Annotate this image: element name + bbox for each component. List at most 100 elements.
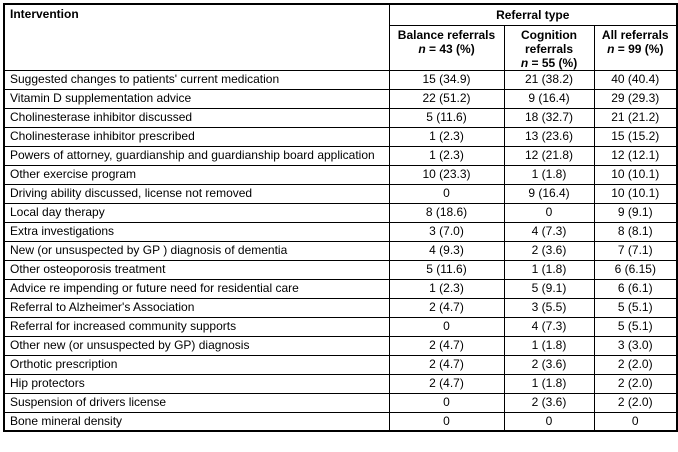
table-row: Other new (or unsuspected by GP) diagnos… [3, 335, 678, 356]
table-row: Local day therapy 8 (18.6) 0 9 (9.1) [3, 202, 678, 223]
all-referrals-cell: 3 (3.0) [593, 335, 678, 356]
all-referrals-cell: 2 (2.0) [593, 354, 678, 375]
balance-referrals-cell: 4 (9.3) [388, 240, 505, 261]
interventions-by-referral-type-table: Intervention Referral type Balance refer… [3, 3, 678, 432]
n-symbol: n [520, 55, 529, 70]
balance-referrals-cell: 10 (23.3) [388, 164, 505, 185]
intervention-cell: Suggested changes to patients' current m… [3, 69, 390, 90]
all-referrals-cell: 5 (5.1) [593, 316, 678, 337]
intervention-cell: New (or unsuspected by GP ) diagnosis of… [3, 240, 390, 261]
intervention-cell: Hip protectors [3, 373, 390, 394]
cognition-referrals-cell: 9 (16.4) [503, 183, 595, 204]
all-referrals-cell: 15 (15.2) [593, 126, 678, 147]
cognition-referrals-cell: 3 (5.5) [503, 297, 595, 318]
column-label: All referrals [601, 27, 669, 42]
balance-referrals-cell: 0 [388, 316, 505, 337]
n-stats: = 43 (%) [429, 41, 475, 56]
cognition-referrals-cell: 2 (3.6) [503, 354, 595, 375]
all-referrals-cell: 40 (40.4) [593, 69, 678, 90]
cognition-referrals-cell: 21 (38.2) [503, 69, 595, 90]
table-row: Cholinesterase inhibitor prescribed 1 (2.… [3, 126, 678, 147]
intervention-cell: Driving ability discussed, license not r… [3, 183, 390, 204]
all-referrals-cell: 8 (8.1) [593, 221, 678, 242]
column-label: Balance referrals [397, 27, 496, 42]
table-row: Other osteoporosis treatment 5 (11.6) 1 (1… [3, 259, 678, 280]
intervention-cell: Other exercise program [3, 164, 390, 185]
table-row: Driving ability discussed, license not r… [3, 183, 678, 204]
table-row: Cholinesterase inhibitor discussed 5 (11.… [3, 107, 678, 128]
all-referrals-cell: 10 (10.1) [593, 164, 678, 185]
n-stats: = 55 (%) [531, 55, 578, 70]
table-row: New (or unsuspected by GP ) diagnosis of… [3, 240, 678, 261]
all-referrals-cell: 12 (12.1) [593, 145, 678, 166]
all-referrals-cell: 5 (5.1) [593, 297, 678, 318]
cognition-referrals-cell: 9 (16.4) [503, 88, 595, 109]
balance-referrals-cell: 3 (7.0) [388, 221, 505, 242]
table-row: Suggested changes to patients' current m… [3, 69, 678, 90]
header-row-columns: Balance referrals n = 43 (%) Cognition r… [4, 24, 678, 71]
all-referrals-cell: 2 (2.0) [593, 392, 678, 413]
cognition-referrals-cell: 1 (1.8) [503, 164, 595, 185]
intervention-cell: Other osteoporosis treatment [3, 259, 390, 280]
referral-type-group-header: Referral type [388, 3, 678, 26]
balance-referrals-cell: 0 [388, 183, 505, 204]
all-referrals-cell: 0 [593, 411, 678, 432]
header-row-group: Intervention Referral type [3, 3, 678, 71]
table-row: Extra investigations 3 (7.0) 4 (7.3) 8 (8.1… [3, 221, 678, 242]
table-body: Suggested changes to patients' current m… [3, 69, 678, 432]
balance-referrals-cell: 1 (2.3) [388, 126, 505, 147]
cognition-referrals-cell: 12 (21.8) [503, 145, 595, 166]
table-row: Advice re impending or future need for r… [3, 278, 678, 299]
cognition-referrals-cell: 4 (7.3) [503, 316, 595, 337]
cognition-referrals-cell: 13 (23.6) [503, 126, 595, 147]
intervention-cell: Orthotic prescription [3, 354, 390, 375]
all-referrals-cell: 2 (2.0) [593, 373, 678, 394]
all-referrals-cell: 6 (6.15) [593, 259, 678, 280]
cognition-referrals-cell: 1 (1.8) [503, 335, 595, 356]
cognition-referrals-cell: 5 (9.1) [503, 278, 595, 299]
balance-referrals-cell: 1 (2.3) [388, 145, 505, 166]
balance-referrals-cell: 22 (51.2) [388, 88, 505, 109]
column-label: Cognition referrals [521, 27, 577, 56]
table-row: Hip protectors 2 (4.7) 1 (1.8) 2 (2.0) [3, 373, 678, 394]
balance-referrals-cell: 5 (11.6) [388, 107, 505, 128]
cognition-referrals-cell: 1 (1.8) [503, 373, 595, 394]
n-symbol: n [607, 41, 615, 56]
balance-referrals-column-header: Balance referrals n = 43 (%) [388, 24, 505, 71]
interventions-table-container: Intervention Referral type Balance refer… [3, 3, 678, 432]
intervention-cell: Extra investigations [3, 221, 390, 242]
intervention-cell: Cholinesterase inhibitor prescribed [3, 126, 390, 147]
all-referrals-cell: 9 (9.1) [593, 202, 678, 223]
cognition-referrals-column-header: Cognition referrals n = 55 (%) [503, 24, 595, 71]
table-row: Vitamin D supplementation advice 22 (51.2… [3, 88, 678, 109]
balance-referrals-cell: 2 (4.7) [388, 373, 505, 394]
cognition-referrals-cell: 2 (3.6) [503, 392, 595, 413]
balance-referrals-cell: 0 [388, 411, 505, 432]
n-symbol: n [418, 41, 426, 56]
cognition-referrals-cell: 4 (7.3) [503, 221, 595, 242]
table-row: Orthotic prescription 2 (4.7) 2 (3.6) 2 (2.… [3, 354, 678, 375]
intervention-cell: Cholinesterase inhibitor discussed [3, 107, 390, 128]
intervention-cell: Referral for increased community support… [3, 316, 390, 337]
all-referrals-column-header: All referrals n = 99 (%) [593, 24, 678, 71]
balance-referrals-cell: 8 (18.6) [388, 202, 505, 223]
table-header: Intervention Referral type Balance refer… [3, 3, 678, 71]
cognition-referrals-cell: 0 [503, 411, 595, 432]
cognition-referrals-cell: 0 [503, 202, 595, 223]
intervention-cell: Powers of attorney, guardianship and gua… [3, 145, 390, 166]
cognition-referrals-cell: 18 (32.7) [503, 107, 595, 128]
table-row: Bone mineral density 0 0 0 [3, 411, 678, 432]
balance-referrals-cell: 2 (4.7) [388, 354, 505, 375]
all-referrals-cell: 10 (10.1) [593, 183, 678, 204]
all-referrals-cell: 6 (6.1) [593, 278, 678, 299]
table-row: Referral to Alzheimer's Association 2 (4.… [3, 297, 678, 318]
balance-referrals-cell: 0 [388, 392, 505, 413]
intervention-cell: Vitamin D supplementation advice [3, 88, 390, 109]
intervention-column-header: Intervention [3, 3, 390, 71]
cognition-referrals-cell: 1 (1.8) [503, 259, 595, 280]
balance-referrals-cell: 2 (4.7) [388, 297, 505, 318]
all-referrals-cell: 7 (7.1) [593, 240, 678, 261]
intervention-cell: Other new (or unsuspected by GP) diagnos… [3, 335, 390, 356]
intervention-cell: Referral to Alzheimer's Association [3, 297, 390, 318]
cognition-referrals-cell: 2 (3.6) [503, 240, 595, 261]
